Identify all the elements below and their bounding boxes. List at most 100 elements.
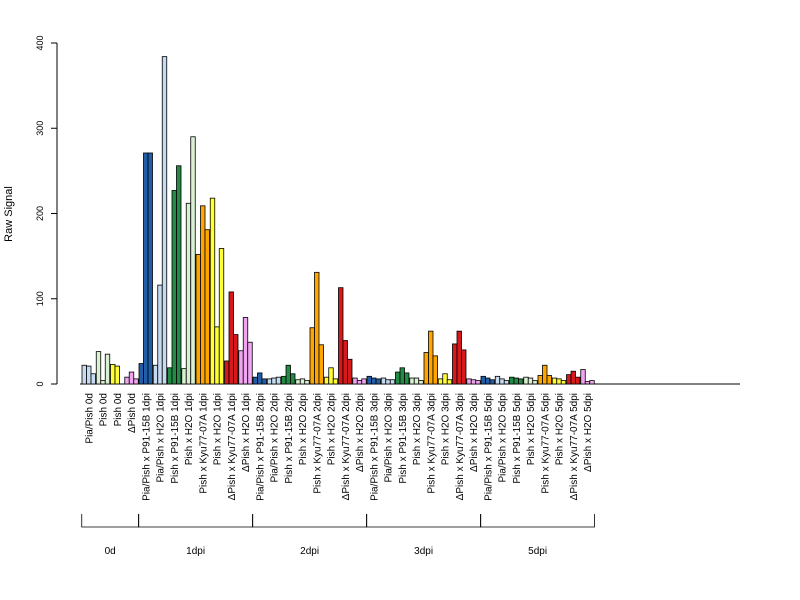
bar bbox=[580, 369, 586, 385]
group-label: Pia/Pish x P91-15B 1dpi bbox=[141, 393, 152, 501]
bar bbox=[475, 380, 481, 385]
bar bbox=[413, 377, 420, 385]
bar bbox=[542, 364, 548, 385]
bar bbox=[238, 350, 244, 385]
group-label: Pish x P91-15B 2dpi bbox=[284, 393, 295, 484]
bar bbox=[523, 376, 529, 385]
bar bbox=[446, 379, 453, 385]
bar bbox=[185, 202, 192, 385]
bar bbox=[133, 378, 139, 385]
group-label: Pish 0d bbox=[99, 393, 110, 426]
bar bbox=[432, 355, 438, 385]
group-label: ΔPish x Kyu77-07A 5dpi bbox=[569, 393, 580, 500]
bar bbox=[518, 378, 524, 385]
bar bbox=[218, 248, 225, 385]
timepoint-label: 1dpi bbox=[186, 546, 205, 557]
bar bbox=[95, 351, 102, 385]
bar bbox=[589, 380, 595, 385]
group-label: Pia/Pish x H2O 5dpi bbox=[498, 393, 509, 483]
bar bbox=[143, 152, 149, 385]
bar bbox=[423, 352, 429, 385]
bar bbox=[86, 365, 92, 385]
bar bbox=[347, 358, 353, 385]
bar bbox=[361, 378, 367, 385]
bar bbox=[152, 364, 159, 385]
bar bbox=[575, 376, 581, 385]
group-label: Pia/Pish x P91-15B 3dpi bbox=[369, 393, 380, 501]
y-axis-label: Raw Signal bbox=[3, 186, 15, 242]
group-label: ΔPish x H2O 2dpi bbox=[355, 393, 366, 472]
bar bbox=[124, 376, 130, 385]
bar bbox=[195, 254, 201, 385]
bar bbox=[161, 56, 168, 385]
bar bbox=[371, 377, 377, 385]
bar bbox=[214, 326, 220, 385]
group-label: ΔPish x H2O 5dpi bbox=[583, 393, 594, 472]
bar bbox=[385, 379, 391, 385]
bar bbox=[466, 378, 472, 385]
bar bbox=[499, 378, 505, 385]
y-axis: 0 100 200 300 400 bbox=[35, 35, 58, 387]
bar bbox=[537, 375, 543, 385]
bar bbox=[157, 284, 163, 385]
bar bbox=[110, 363, 116, 385]
bar bbox=[375, 378, 381, 385]
timepoint-bracket bbox=[480, 514, 595, 528]
bar bbox=[271, 377, 277, 385]
group-label: ΔPish x Kyu77-07A 3dpi bbox=[455, 393, 466, 500]
bar bbox=[452, 343, 458, 385]
y-tick-label: 0 bbox=[35, 381, 45, 386]
bar bbox=[494, 375, 501, 385]
bar bbox=[328, 367, 334, 385]
bar bbox=[551, 377, 558, 385]
group-label: Pish x H2O 3dpi bbox=[441, 393, 452, 465]
bar bbox=[570, 370, 576, 385]
group-label: Pish x Kyu77-07A 3dpi bbox=[426, 393, 437, 494]
group-label: Pia/Pish 0d bbox=[84, 393, 95, 444]
bar bbox=[114, 365, 120, 385]
group-label: Pish x Kyu77-07A 5dpi bbox=[540, 393, 551, 494]
bar bbox=[138, 363, 144, 385]
bar bbox=[204, 229, 210, 385]
group-label: Pish 0d bbox=[113, 393, 124, 426]
group-label: Pia/Pish x H2O 3dpi bbox=[384, 393, 395, 483]
bar bbox=[224, 360, 230, 385]
bar bbox=[200, 205, 206, 385]
bar bbox=[147, 152, 153, 385]
timepoint-bracket bbox=[138, 514, 253, 528]
bar bbox=[489, 379, 495, 385]
group-label: Pia/Pish x H2O 2dpi bbox=[270, 393, 281, 483]
bar bbox=[233, 334, 239, 385]
bar bbox=[332, 378, 339, 385]
bar bbox=[309, 327, 315, 385]
group-label: Pish x H2O 1dpi bbox=[184, 393, 195, 465]
bar bbox=[314, 271, 320, 385]
bar bbox=[285, 364, 291, 385]
bar bbox=[181, 368, 187, 385]
y-tick-label: 300 bbox=[35, 121, 45, 136]
y-tick-label: 100 bbox=[35, 291, 45, 306]
bar bbox=[532, 380, 538, 385]
timepoint-bracket bbox=[252, 514, 367, 528]
bar bbox=[104, 353, 111, 385]
group-label: ΔPish x H2O 3dpi bbox=[469, 393, 480, 472]
bar bbox=[176, 165, 182, 385]
bar bbox=[442, 373, 448, 385]
timepoint-label: 2dpi bbox=[300, 546, 319, 557]
group-label: ΔPish x Kyu77-07A 2dpi bbox=[341, 393, 352, 500]
bars bbox=[81, 56, 595, 385]
bar bbox=[556, 378, 562, 385]
bar bbox=[418, 380, 424, 385]
bar bbox=[252, 376, 258, 385]
group-label: ΔPish x H2O 1dpi bbox=[241, 393, 252, 472]
bar bbox=[409, 377, 415, 385]
group-label: Pia/Pish x H2O 1dpi bbox=[156, 393, 167, 483]
bar bbox=[380, 377, 387, 385]
group-label: Pish x H2O 2dpi bbox=[327, 393, 338, 465]
bar bbox=[318, 344, 324, 385]
bar bbox=[560, 380, 567, 385]
bar bbox=[513, 377, 519, 385]
bar bbox=[456, 330, 462, 385]
group-label: Pish x P91-15B 1dpi bbox=[170, 393, 181, 484]
bar bbox=[404, 372, 410, 385]
